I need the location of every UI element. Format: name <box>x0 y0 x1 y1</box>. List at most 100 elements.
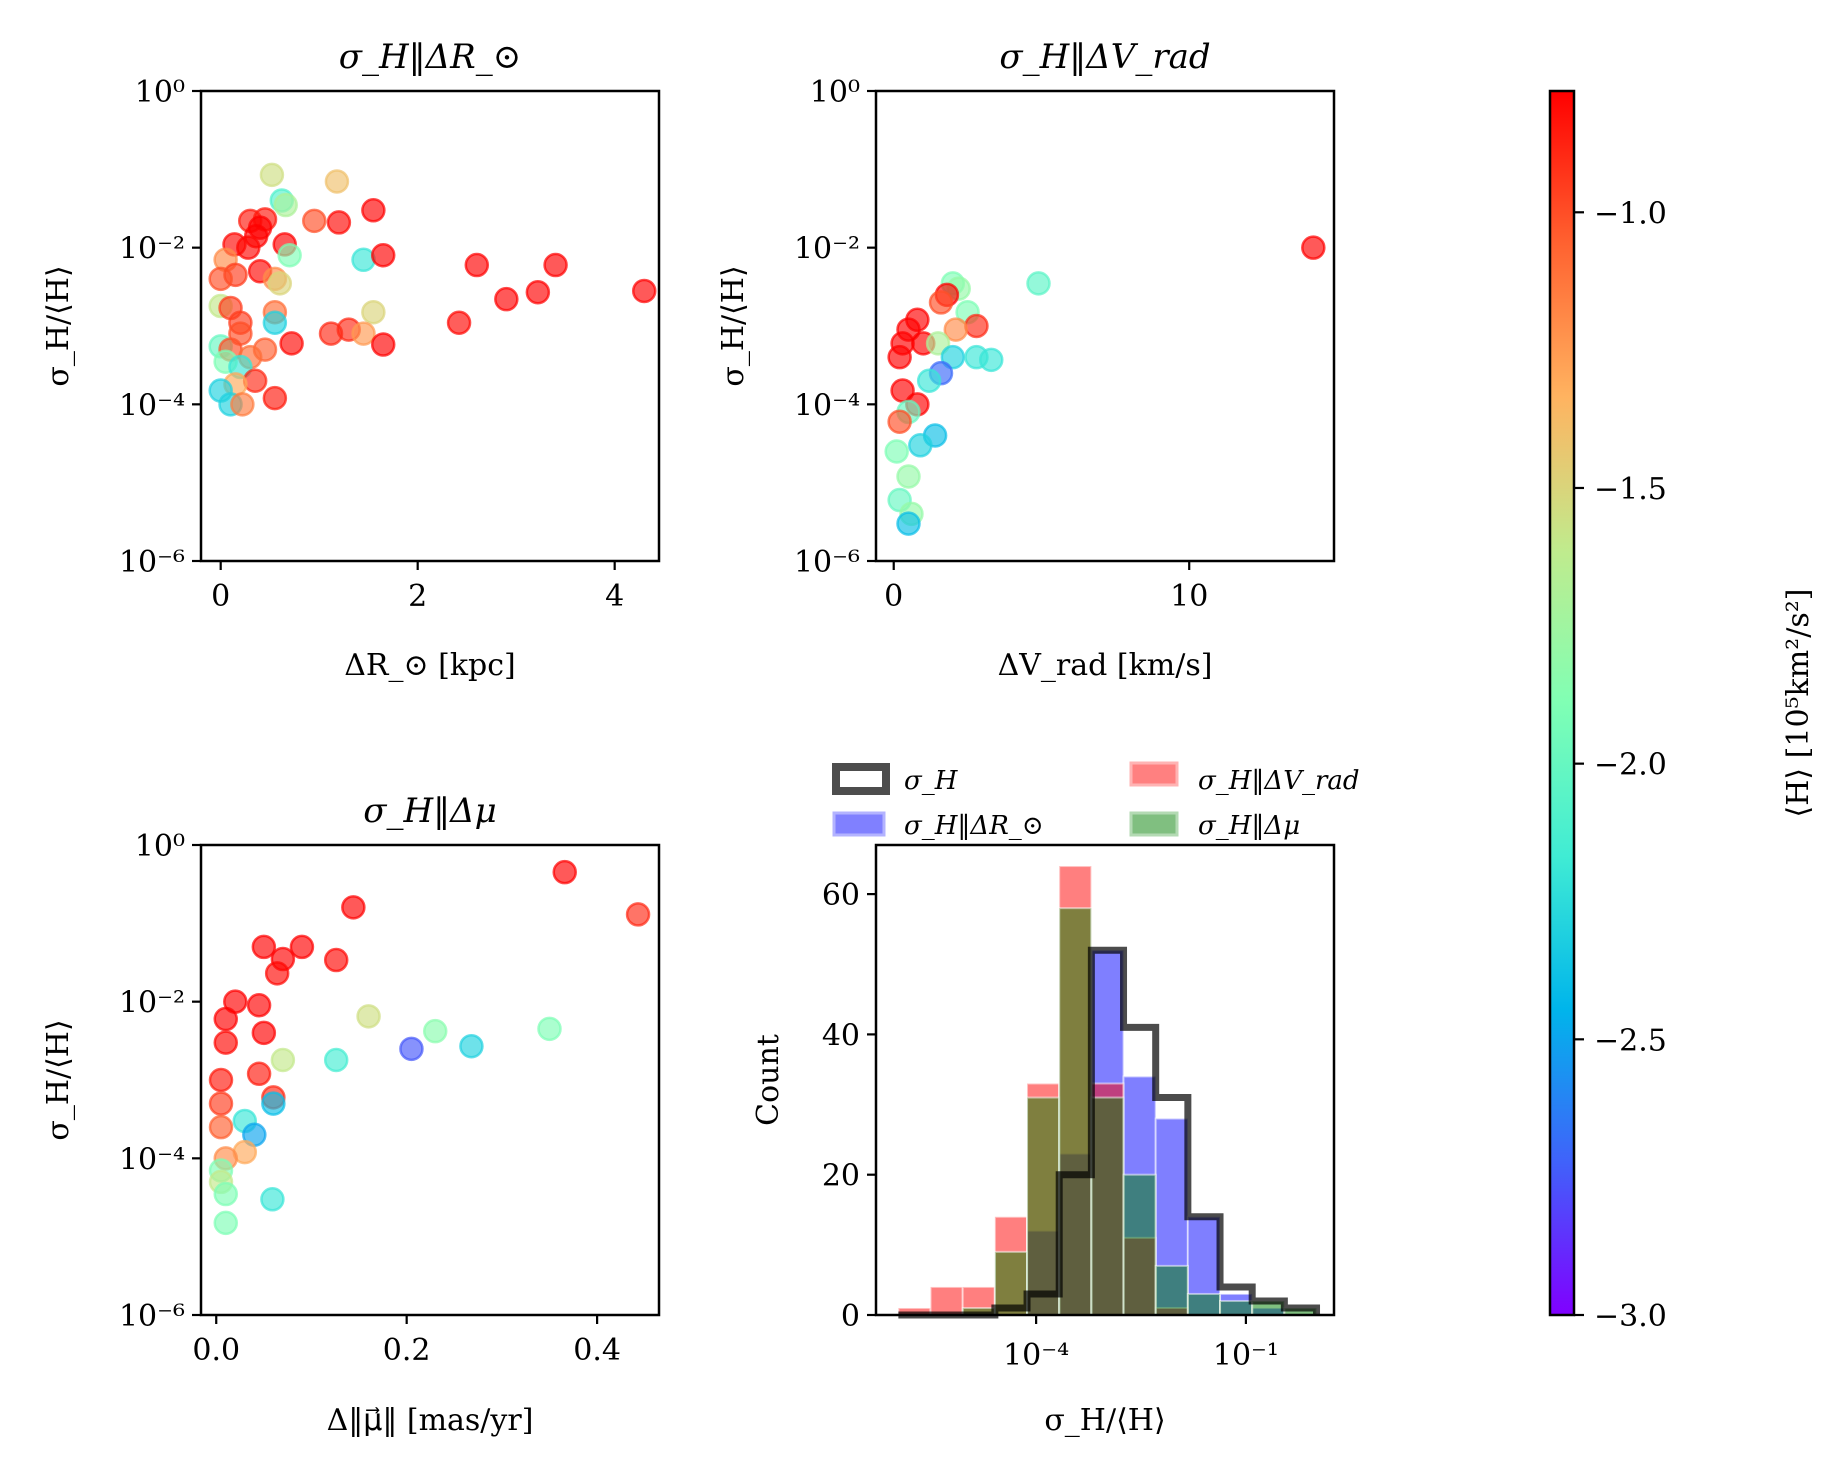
scatter-point <box>925 331 951 356</box>
x-axis: 10⁻⁴ 10⁻¹ <box>1003 1315 1279 1373</box>
x-axis-label: ΔR_⊙ [kpc] <box>344 648 516 683</box>
x-tick-label: 2 <box>408 579 427 614</box>
scatter-point <box>208 266 233 292</box>
legend-item-dmu: σ_H‖Δμ <box>1129 811 1300 841</box>
y-tick-label: 0 <box>841 1299 860 1334</box>
x-tick-label: 0 <box>884 579 903 614</box>
scatter-point <box>213 1181 239 1207</box>
y-axis: 0 20 40 60 <box>822 878 876 1334</box>
colorbar-tick-label: −2.5 <box>1594 1023 1667 1058</box>
scatter-point <box>242 368 268 394</box>
scatter-point <box>267 271 293 296</box>
axes-frame <box>874 843 1336 1317</box>
scatter-point <box>1026 271 1051 296</box>
scatter-point <box>494 286 519 312</box>
scatter-point <box>459 1033 484 1059</box>
scatter-point <box>625 902 651 927</box>
scatter-point <box>270 1047 296 1073</box>
y-tick-label: 10⁻² <box>119 986 185 1021</box>
colorbar-tick-label: −3.0 <box>1594 1299 1667 1334</box>
y-axis-label: σ_H/⟨H⟩ <box>41 1019 76 1140</box>
scatter-point <box>323 1047 349 1073</box>
colorbar-tick-label: −1.0 <box>1594 196 1667 231</box>
scatter-points <box>208 162 657 417</box>
scatter-point <box>208 1067 234 1093</box>
scatter-point <box>422 1018 448 1044</box>
scatter-point <box>552 859 577 885</box>
scatter-point <box>887 344 912 370</box>
y-tick-label: 60 <box>822 878 860 913</box>
scatter-points <box>208 859 651 1236</box>
panel-delta-vrad: σ_H‖ΔV_rad 0 10 10⁻⁶ 10⁻⁴ 10⁻² 10⁰ ΔV_rad [k… <box>716 37 1336 683</box>
x-tick-label: 0.0 <box>192 1333 240 1368</box>
scatter-point <box>213 1030 239 1055</box>
y-tick-label: 10⁰ <box>135 829 185 864</box>
y-axis-label: σ_H/⟨H⟩ <box>716 265 751 386</box>
scatter-point <box>964 313 989 339</box>
y-axis: 10⁻⁶ 10⁻⁴ 10⁻² 10⁰ <box>119 75 201 580</box>
scatter-point <box>302 208 327 234</box>
scatter-point <box>543 252 568 278</box>
legend-item-sigma-h: σ_H <box>832 763 959 796</box>
scatter-point <box>896 464 921 489</box>
legend-swatch-green <box>1129 811 1179 837</box>
colorbar-label: ⟨H⟩ [10⁵km²/s²] <box>1781 589 1816 818</box>
scatter-point <box>251 1020 277 1046</box>
scatter-point <box>399 1036 424 1062</box>
legend-label: σ_H‖Δμ <box>1198 811 1300 841</box>
y-tick-label: 10⁻² <box>794 232 860 267</box>
y-tick-label: 10⁰ <box>810 75 860 110</box>
colorbar: −3.0 −2.5 −2.0 −1.5 −1.0 ⟨H⟩ [10⁵km²/s²] <box>1548 89 1816 1334</box>
scatter-point <box>1301 235 1326 260</box>
histogram-bar <box>1058 907 1093 1316</box>
scatter-point <box>262 310 288 336</box>
scatter-point <box>259 162 285 188</box>
y-axis-label: σ_H/⟨H⟩ <box>41 265 76 386</box>
scatter-point <box>525 279 551 305</box>
y-tick-label: 10⁻² <box>119 232 185 267</box>
x-axis-label: Δ‖μ⃗‖ [mas/yr] <box>327 1403 534 1438</box>
legend-item-dr: σ_H‖ΔR_⊙ <box>832 811 1044 841</box>
x-tick-label: 10⁻¹ <box>1213 1338 1279 1373</box>
scatter-point <box>279 331 304 356</box>
scatter-point <box>251 934 277 960</box>
colorbar-tick-label: −1.5 <box>1594 472 1667 507</box>
x-axis-label: σ_H/⟨H⟩ <box>1044 1403 1165 1438</box>
scatter-point <box>326 210 352 235</box>
y-axis: 10⁻⁶ 10⁻⁴ 10⁻² 10⁰ <box>119 829 201 1334</box>
scatter-point <box>213 1006 239 1032</box>
scatter-point <box>887 409 912 434</box>
histogram-bar <box>929 1285 964 1317</box>
panel-delta-mu: σ_H‖Δμ 0.0 0.2 0.4 10⁻⁶ 10⁻⁴ 10⁻² 10⁰ Δ‖μ⃗‖ [… <box>41 791 661 1438</box>
scatter-point <box>246 1061 272 1087</box>
scatter-point <box>213 1210 239 1236</box>
panel-histogram: 10⁻⁴ 10⁻¹ 0 20 40 60 σ_H/⟨H⟩ Count σ_H σ_H‖Δ… <box>751 761 1360 1438</box>
scatter-point <box>208 1091 234 1116</box>
scatter-point <box>908 433 933 458</box>
scatter-point <box>361 299 386 325</box>
legend-label: σ_H‖ΔR_⊙ <box>904 811 1044 841</box>
scatter-points <box>884 235 1326 536</box>
scatter-point <box>246 993 272 1018</box>
scatter-point <box>943 317 969 342</box>
colorbar-tick-label: −2.0 <box>1594 748 1667 783</box>
x-axis-label: ΔV_rad [km/s] <box>998 648 1213 683</box>
y-axis-label: Count <box>751 1034 786 1126</box>
legend-label: σ_H‖ΔV_rad <box>1198 766 1360 796</box>
scatter-point <box>978 347 1004 373</box>
y-tick-label: 10⁰ <box>135 75 185 110</box>
histogram-step-sigma-h <box>898 946 1321 1319</box>
histogram-bar <box>1186 1292 1222 1316</box>
colorbar-gradient <box>1548 89 1576 1317</box>
x-tick-label: 0.4 <box>573 1333 621 1368</box>
histogram-bar <box>1090 1096 1125 1317</box>
y-tick-label: 10⁻⁶ <box>794 545 860 580</box>
histogram-bar <box>1219 1299 1254 1316</box>
scatter-point <box>323 947 349 973</box>
scatter-point <box>896 511 921 536</box>
scatter-point <box>318 321 344 346</box>
scatter-point <box>351 321 376 346</box>
scatter-point <box>884 439 909 464</box>
scatter-point <box>341 895 366 920</box>
